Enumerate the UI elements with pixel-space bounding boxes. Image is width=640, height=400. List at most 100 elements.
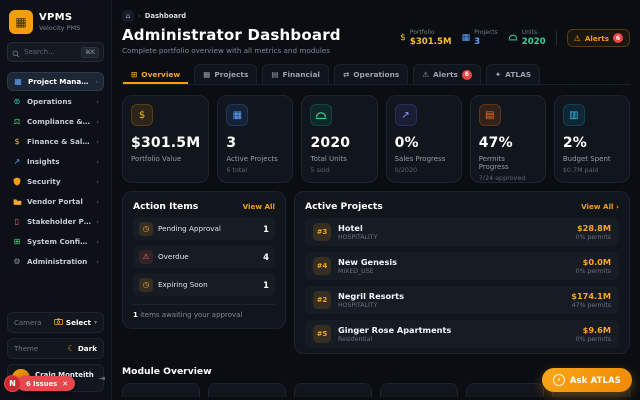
project-value: $28.8M: [576, 223, 611, 233]
action-count: 1: [263, 279, 269, 290]
tab-alerts[interactable]: ⚠ Alerts 6: [413, 64, 481, 84]
tab-label: ATLAS: [505, 70, 532, 79]
module-card[interactable]: [122, 383, 200, 397]
theme-toggle[interactable]: Theme ☾ Dark: [7, 338, 104, 359]
sidebar-item-vendor-portal[interactable]: Vendor Portal ›: [7, 192, 104, 211]
active-projects-panel: Active Projects View All › #3 Hotel HOSP…: [294, 191, 630, 354]
action-row-overdue[interactable]: ⚠ Overdue 4: [133, 245, 275, 268]
sidebar-item-operations[interactable]: ⊚ Operations ›: [7, 92, 104, 111]
stat-value: 3: [474, 37, 481, 47]
search-box[interactable]: ⌘K: [7, 42, 104, 62]
sidebar-item-system-configuration[interactable]: ⊞ System Configuration ›: [7, 232, 104, 251]
sidebar-item-insights[interactable]: ↗ Insights ›: [7, 152, 104, 171]
sidebar-item-stakeholder-portals[interactable]: ▯ Stakeholder Portals ›: [7, 212, 104, 231]
chevron-right-icon: ›: [96, 177, 99, 186]
stat-value: $301.5M: [409, 37, 452, 47]
project-row-ginger-rose-apartments[interactable]: #5 Ginger Rose Apartments Residential $9…: [305, 320, 619, 348]
project-category: HOSPITALITY: [338, 234, 378, 241]
action-items-view-all-link[interactable]: View All: [242, 202, 275, 211]
keyboard-shortcut-badge: ⌘K: [81, 46, 99, 58]
user-name: Craig Monteith: [35, 370, 94, 379]
gauge-icon: ⊚: [13, 96, 21, 106]
header-stat-units: Units 2020: [508, 29, 546, 47]
card-value: 3: [226, 135, 237, 151]
home-icon[interactable]: ⌂: [122, 10, 134, 22]
project-value: $174.1M: [571, 291, 611, 301]
tab-atlas[interactable]: ✦ ATLAS: [485, 64, 541, 84]
project-value: $0.0M: [582, 257, 611, 267]
project-row-negril-resorts[interactable]: #2 Negril Resorts HOSPITALITY $174.1M 47…: [305, 286, 619, 314]
panel-title: Active Projects: [305, 201, 383, 212]
document-icon: ▤: [478, 104, 501, 126]
sidebar: ▦ VPMS Velocity PMS ⌘K ▦ Project Managem…: [0, 0, 112, 400]
module-card[interactable]: [208, 383, 286, 397]
card-sub: 7/24 approved: [478, 174, 526, 182]
tab-projects[interactable]: ▦ Projects: [194, 64, 258, 84]
stat-card-sales-progress: ↗ 0% Sales Progress 0/2020: [385, 95, 462, 183]
sidebar-item-label: Compliance & Legal: [27, 117, 91, 126]
sidebar-item-administration[interactable]: ⚙ Administration ›: [7, 252, 104, 271]
module-card[interactable]: [466, 383, 544, 397]
project-value: $9.6M: [582, 325, 611, 335]
ask-atlas-button[interactable]: ⚡ Ask ATLAS: [541, 368, 632, 392]
project-name: Ginger Rose Apartments: [338, 325, 452, 335]
sidebar-item-label: Vendor Portal: [27, 197, 83, 206]
tab-financial[interactable]: ▤ Financial: [262, 64, 329, 84]
project-name: New Genesis: [338, 257, 398, 267]
rank-badge: #3: [313, 223, 331, 241]
sidebar-item-label: Insights: [27, 157, 60, 166]
action-row-expiring-soon[interactable]: ◷ Expiring Soon 1: [133, 273, 275, 296]
sidebar-item-label: Security: [27, 177, 61, 186]
tab-label: Operations: [353, 70, 400, 79]
issues-toast[interactable]: N 6 Issues ✕: [4, 375, 76, 392]
module-card[interactable]: [294, 383, 372, 397]
issues-count-label: 6 Issues: [26, 379, 58, 388]
sidebar-item-compliance-legal[interactable]: ⚖ Compliance & Legal ›: [7, 112, 104, 131]
breadcrumb-page: Dashboard: [144, 12, 187, 20]
tab-operations[interactable]: ⇄ Operations: [333, 64, 409, 84]
tab-overview[interactable]: ⊞ Overview: [122, 64, 189, 84]
grid-icon: ⊞: [131, 70, 138, 79]
warning-icon: ⚠: [422, 70, 430, 79]
action-items-panel: Action Items View All ◷ Pending Approval…: [122, 191, 286, 329]
search-input[interactable]: [24, 48, 78, 56]
breadcrumb-separator: ›: [138, 12, 141, 20]
gear-icon: ⚙: [13, 256, 21, 266]
sidebar-nav: ▦ Project Management › ⊚ Operations › ⚖ …: [7, 72, 104, 271]
building-icon: ▦: [226, 104, 249, 126]
theme-value: Dark: [77, 344, 97, 353]
brand: ▦ VPMS Velocity PMS: [7, 8, 104, 42]
bolt-icon: ⚡: [552, 374, 565, 386]
trend-up-icon: ↗: [394, 104, 417, 126]
alerts-button[interactable]: ⚠ Alerts 6: [566, 29, 630, 47]
theme-label: Theme: [14, 344, 39, 353]
camera-select[interactable]: Camera Select ▾: [7, 312, 104, 333]
chevron-right-icon: ›: [96, 217, 99, 226]
close-icon[interactable]: ✕: [62, 379, 69, 388]
card-value: $301.5M: [131, 135, 201, 151]
module-card[interactable]: [380, 383, 458, 397]
active-projects-view-all-link[interactable]: View All ›: [581, 202, 619, 211]
action-row-pending-approval[interactable]: ◷ Pending Approval 1: [133, 217, 275, 240]
project-permits: 0% permits: [575, 234, 611, 241]
stat-card-total-units: 2020 Total Units 5 sold: [301, 95, 378, 183]
sidebar-item-security[interactable]: Security ›: [7, 172, 104, 191]
logout-icon[interactable]: ⇥: [98, 373, 106, 383]
card-sub: 6 total: [226, 166, 248, 174]
sidebar-item-finance-sales[interactable]: $ Finance & Sales ›: [7, 132, 104, 151]
chevron-down-icon: ▾: [93, 319, 97, 326]
scales-icon: ⚖: [13, 116, 21, 126]
alerts-label: Alerts: [584, 33, 609, 43]
alerts-count-badge: 6: [613, 33, 623, 43]
building-icon: ▦: [14, 76, 22, 86]
project-row-new-genesis[interactable]: #4 New Genesis MIXED_USE $0.0M 0% permit…: [305, 252, 619, 280]
sidebar-item-label: Operations: [27, 97, 72, 106]
sidebar-item-project-management[interactable]: ▦ Project Management ›: [7, 72, 104, 91]
project-name: Hotel: [338, 223, 363, 233]
card-value: 2%: [562, 135, 588, 151]
project-row-hotel[interactable]: #3 Hotel HOSPITALITY $28.8M 0% permits: [305, 218, 619, 246]
chevron-right-icon: ›: [96, 117, 99, 126]
dollar-icon: $: [14, 136, 20, 146]
header-stats: $ Portfolio $301.5M ▦ Projects 3: [400, 29, 630, 47]
card-icon: ▤: [271, 70, 279, 79]
